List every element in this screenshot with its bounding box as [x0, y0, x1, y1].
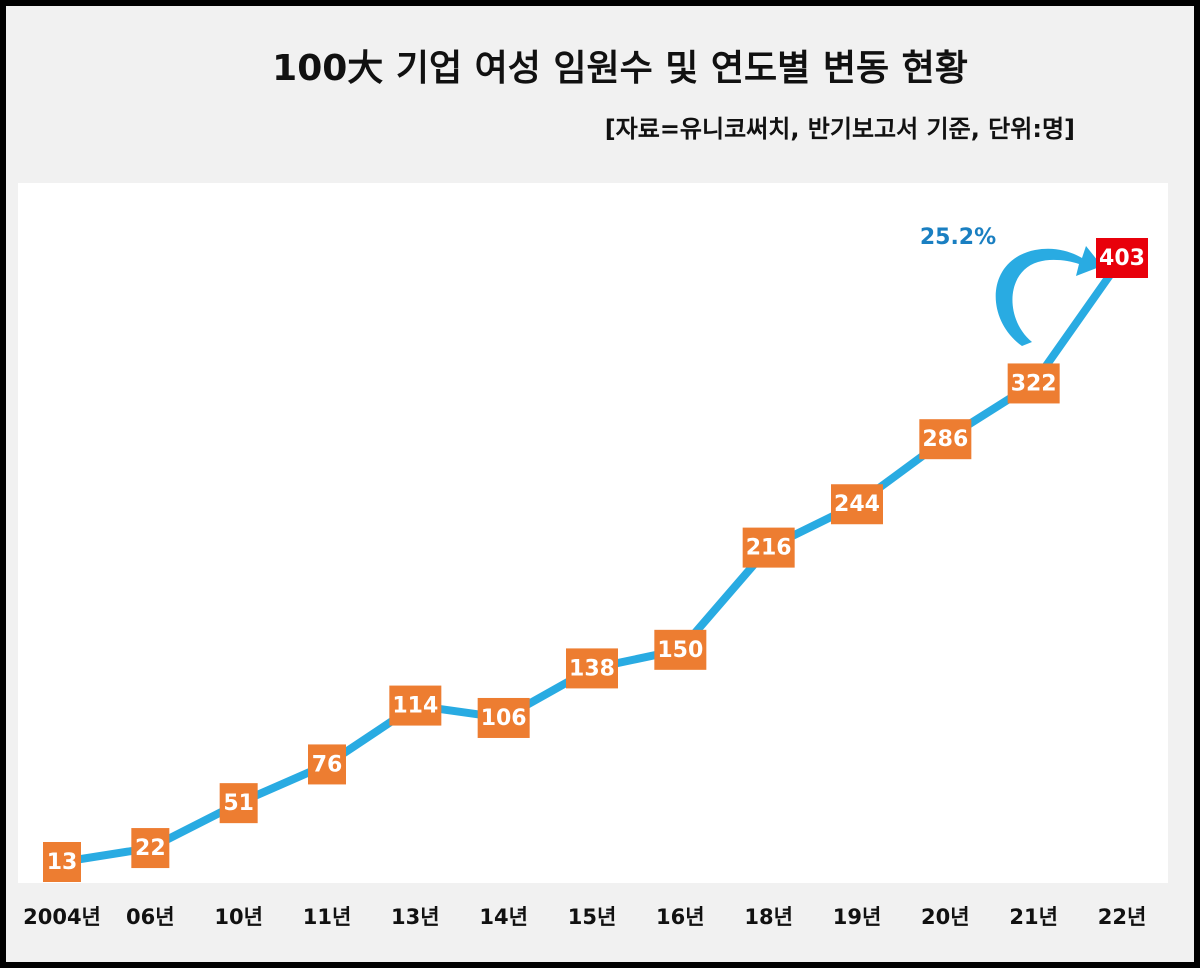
marker — [654, 629, 707, 670]
data-label: 322 — [1011, 371, 1057, 396]
marker — [477, 697, 530, 738]
x-tick-label: 14년 — [479, 905, 528, 929]
marker — [308, 744, 346, 785]
marker — [1007, 363, 1060, 404]
marker — [389, 685, 442, 726]
marker — [831, 484, 883, 525]
x-tick-label: 22년 — [1098, 905, 1147, 929]
data-label: 286 — [922, 427, 968, 452]
chart-subtitle: [자료=유니코써치, 반기보고서 기준, 단위:명] — [605, 115, 1075, 143]
data-label: 51 — [223, 791, 254, 816]
data-label: 150 — [657, 638, 703, 663]
marker — [919, 419, 972, 460]
x-tick-label: 06년 — [126, 905, 175, 929]
x-tick-label: 10년 — [214, 905, 263, 929]
x-tick-label: 21년 — [1009, 905, 1058, 929]
data-label: 22 — [135, 836, 166, 861]
x-tick-label: 19년 — [833, 905, 882, 929]
marker — [566, 648, 618, 689]
data-label: 216 — [746, 536, 792, 561]
marker — [131, 828, 170, 869]
marker — [742, 527, 795, 568]
x-tick-label: 18년 — [744, 905, 793, 929]
x-tick-label: 15년 — [568, 905, 617, 929]
marker — [219, 783, 258, 824]
annotation: 25.2% — [920, 225, 996, 250]
marker — [1096, 238, 1148, 278]
series: 2004년 06년 10년 11년 13년 14년 15년 16년 18년 19년 20년 21년 22… — [23, 238, 1148, 929]
x-tick-label: 11년 — [303, 905, 352, 929]
x-tick-label: 20년 — [921, 905, 970, 929]
plot-area — [18, 183, 1168, 883]
data-label: 114 — [392, 694, 438, 719]
data-label: 138 — [569, 656, 615, 681]
x-tick-label: 16년 — [656, 905, 705, 929]
arrow — [995, 246, 1102, 346]
data-label: 13 — [47, 850, 78, 875]
data-label: 76 — [312, 752, 343, 777]
data-label: 244 — [834, 492, 880, 517]
x-tick-label: 13년 — [391, 905, 440, 929]
data-label: 403 — [1099, 246, 1145, 271]
x-tick-label: 2004년 — [23, 905, 101, 929]
chart-title: 100大 기업 여성 임원수 및 연도별 변동 현황 — [272, 48, 968, 89]
marker — [43, 842, 81, 882]
data-label: 106 — [481, 706, 527, 731]
